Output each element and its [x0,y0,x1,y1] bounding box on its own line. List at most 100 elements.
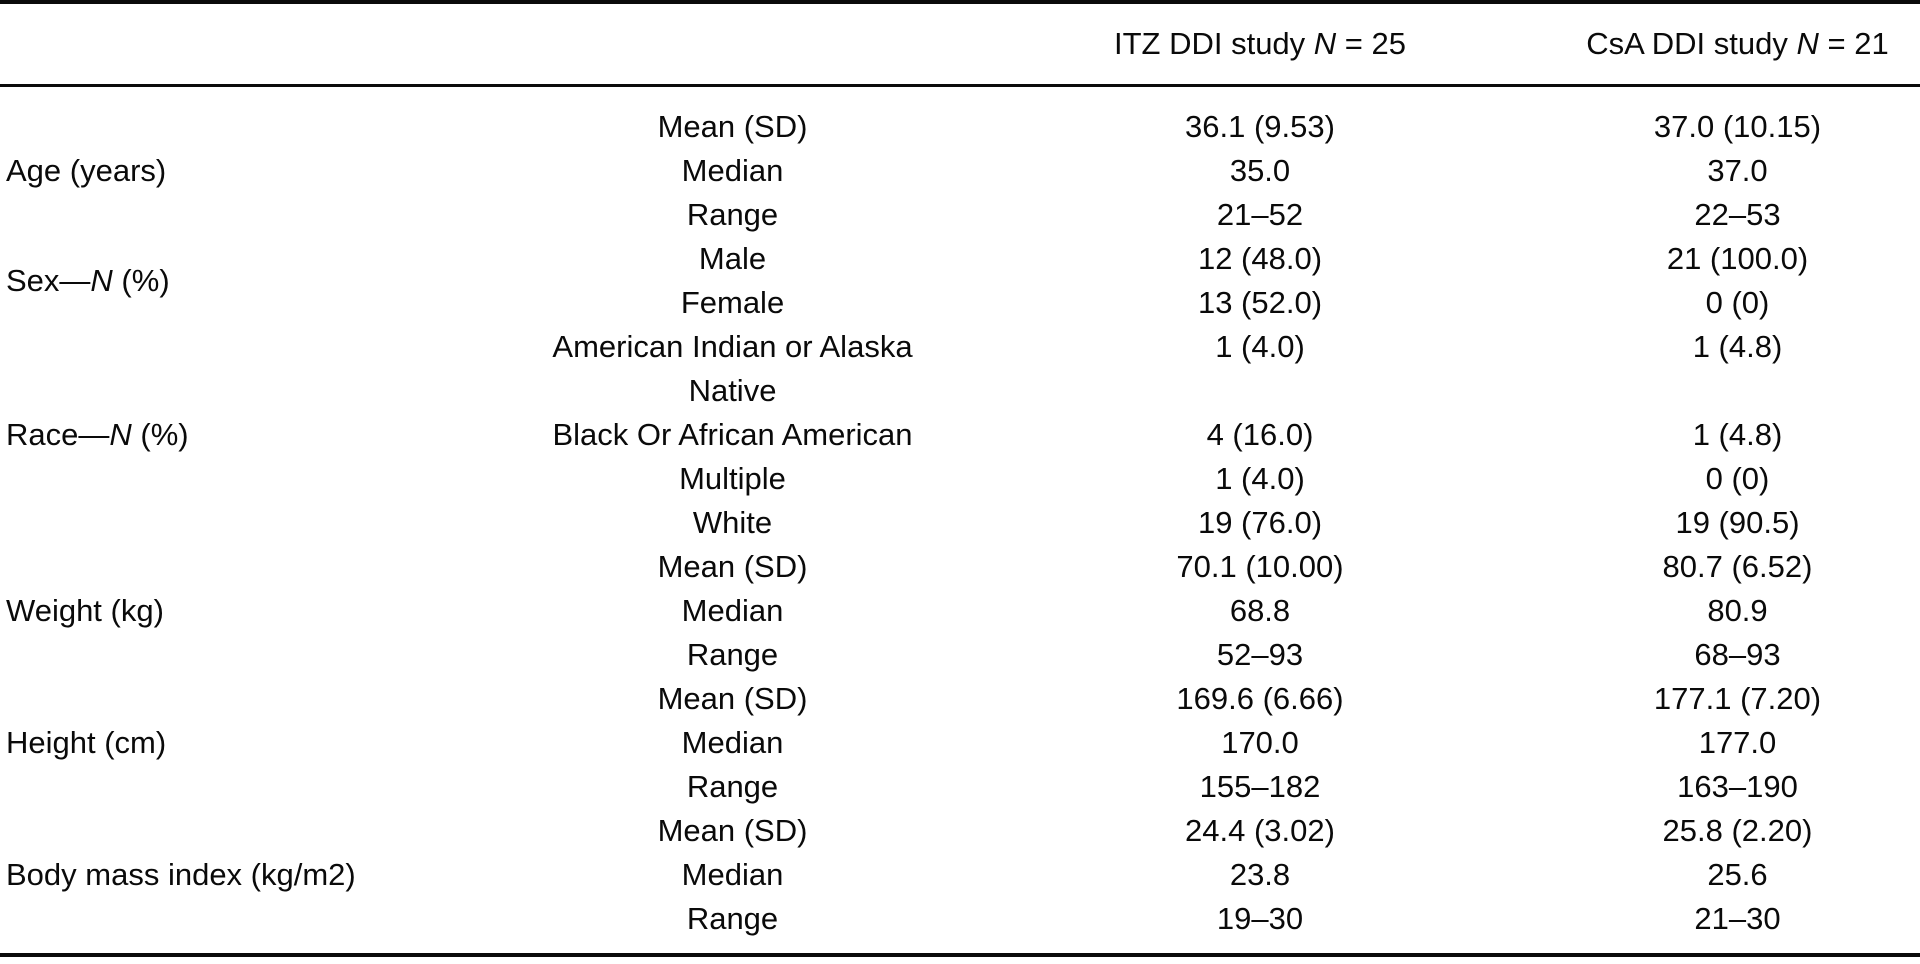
column-header-itz-text: ITZ DDI study [1113,26,1314,61]
column-header-itz: ITZ DDI study N = 25 [965,0,1555,87]
category-cell-weight: Weight (kg) [0,545,500,677]
value-cell-itz: 19–30 [1216,901,1304,936]
value-cell-itz: 1 (4.0) [1215,329,1305,364]
table-row: Sex—N (%) Male 12 (48.0) 21 (100.0) [0,237,1920,298]
value-cell-itz: 70.1 (10.00) [1176,549,1344,584]
stat-label-cell: Range [686,901,779,936]
stat-label-cell: Mean (SD) [657,549,808,584]
table-row: Weight (kg) Mean (SD) 70.1 (10.00) 80.7 … [0,545,1920,628]
value-cell-csa: 0 (0) [1705,461,1770,496]
category-label: Sex— [6,263,91,298]
stat-label-cell: Mean (SD) [657,109,808,144]
header-empty-stat [500,0,965,87]
value-cell-itz: 169.6 (6.66) [1176,681,1344,716]
value-cell-itz: 13 (52.0) [1197,285,1323,320]
column-header-itz-count: = 25 [1336,26,1406,61]
category-label-post: (%) [131,417,189,452]
value-cell-csa: 19 (90.5) [1675,505,1800,540]
header-empty-category [0,0,500,87]
value-cell-itz: 170.0 [1221,725,1299,760]
value-cell-itz: 12 (48.0) [1197,241,1323,276]
stat-label-cell: Median [681,725,784,760]
value-cell-csa: 80.7 (6.52) [1662,549,1813,584]
value-cell-csa: 177.1 (7.20) [1653,681,1822,716]
value-cell-csa: 22–53 [1694,197,1781,232]
value-cell-itz: 19 (76.0) [1197,505,1323,540]
table-row: Range 52–93 68–93 [0,633,1920,677]
category-cell-sex: Sex—N (%) [0,237,500,325]
value-cell-csa: 37.0 [1707,153,1768,188]
category-label: Race— [6,417,110,452]
category-cell-height: Height (cm) [0,677,500,809]
value-cell-itz: 36.1 (9.53) [1185,109,1335,144]
column-header-csa-count: = 21 [1818,26,1889,61]
column-header-itz-n: N [1313,26,1337,61]
stat-label-cell: White [692,505,773,540]
column-header-csa: CsA DDI study N = 21 [1555,0,1920,87]
value-cell-csa: 25.8 (2.20) [1662,813,1813,848]
header-row: ITZ DDI study N = 25 CsA DDI study N = 2… [0,0,1920,87]
category-cell-age: Age (years) [0,105,500,237]
category-cell-bmi: Body mass index (kg/m2) [0,809,500,941]
category-cell-race: Race—N (%) [0,325,500,545]
value-cell-itz: 68.8 [1229,593,1291,628]
stat-label-cell: Range [686,637,779,672]
stat-label-line2: Native [688,373,777,408]
value-cell-itz: 52–93 [1216,637,1304,672]
value-cell-csa: 177.0 [1698,725,1777,760]
table-row: Female 13 (52.0) 0 (0) [0,281,1920,325]
table-row: Median 35.0 37.0 [0,149,1920,193]
category-label: Height (cm) [6,725,167,760]
value-cell-itz: 155–182 [1199,769,1321,804]
value-cell-itz: 21–52 [1216,197,1304,232]
table-row: Median 68.8 80.9 [0,589,1920,633]
table-row: Age (years) Mean (SD) 36.1 (9.53) 37.0 (… [0,105,1920,188]
value-cell-csa: 21–30 [1694,901,1781,936]
stat-label-cell: Mean (SD) [657,681,808,716]
stat-label-cell: Range [686,197,779,232]
category-label-n: N [109,417,132,452]
table-row: Race—N (%) American Indian or Alaska Nat… [0,325,1920,452]
spacer-row [0,941,1920,957]
table-row: Median 170.0 177.0 [0,721,1920,765]
value-cell-csa: 37.0 (10.15) [1653,109,1822,144]
category-label-n: N [90,263,113,298]
value-cell-itz: 1 (4.0) [1215,461,1305,496]
table-row: Range 21–52 22–53 [0,193,1920,237]
value-cell-itz: 23.8 [1229,857,1291,892]
value-cell-csa: 0 (0) [1705,285,1770,320]
stat-label-cell: American Indian or Alaska Native [500,325,965,413]
table-row: Multiple 1 (4.0) 0 (0) [0,457,1920,501]
stat-label-cell: Median [681,153,784,188]
value-cell-csa: 1 (4.8) [1692,329,1783,364]
stat-label-cell: Median [681,593,784,628]
category-label: Weight (kg) [6,593,164,628]
value-cell-itz: 24.4 (3.02) [1185,813,1335,848]
column-header-csa-text: CsA DDI study [1586,26,1797,61]
stat-label-cell: Male [698,241,767,276]
table-row: Median 23.8 25.6 [0,853,1920,897]
stat-label-cell: Female [680,285,785,320]
stat-label-cell: Median [681,857,784,892]
table-row: Black Or African American 4 (16.0) 1 (4.… [0,413,1920,457]
value-cell-itz: 35.0 [1229,153,1291,188]
stat-label-cell: Black Or African American [552,417,913,452]
value-cell-csa: 163–190 [1677,769,1798,804]
category-label-post: (%) [112,263,170,298]
table-row: Body mass index (kg/m2) Mean (SD) 24.4 (… [0,809,1920,892]
stat-label-cell: Range [686,769,779,804]
value-cell-csa: 25.6 [1707,857,1768,892]
stat-label-cell: Multiple [679,461,786,496]
stat-label-line1: American Indian or Alaska [552,329,913,364]
table-row: White 19 (76.0) 19 (90.5) [0,501,1920,545]
value-cell-csa: 21 (100.0) [1666,241,1809,276]
table-row: Range 155–182 163–190 [0,765,1920,809]
spacer-row [0,86,1920,106]
table-row: Height (cm) Mean (SD) 169.6 (6.66) 177.1… [0,677,1920,760]
category-label: Age (years) [6,153,167,188]
table-row: Range 19–30 21–30 [0,897,1920,941]
category-label: Body mass index (kg/m2) [6,857,356,892]
value-cell-itz: 4 (16.0) [1206,417,1314,452]
